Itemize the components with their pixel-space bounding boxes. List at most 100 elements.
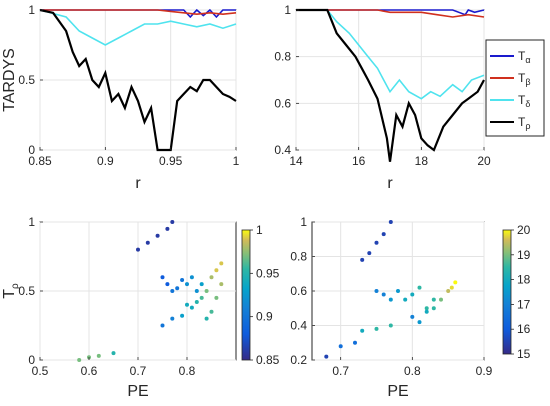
bottom-left-xlabel: PE [127, 383, 148, 400]
colorbar-tick-label: 0.9 [256, 310, 273, 324]
scatter-point [214, 268, 219, 273]
y-tick-label: 0.4 [290, 319, 307, 333]
x-tick-label: 14 [289, 154, 303, 168]
series-line-delta [39, 9, 237, 46]
scatter-point [338, 344, 343, 349]
scatter-point [353, 340, 357, 345]
colorbar-tick-label: 16 [517, 322, 531, 336]
scatter-point [214, 295, 219, 300]
scatter-point [374, 289, 379, 293]
scatter-point [204, 289, 209, 293]
x-tick-label: 0.9 [97, 154, 114, 168]
scatter-point [180, 278, 185, 282]
y-tick-label: 0.8 [290, 250, 307, 264]
bottom-left-ylabel: Tρ [1, 283, 21, 299]
legend-box [485, 39, 545, 137]
scatter-point [360, 328, 365, 333]
y-tick-label: 0.5 [18, 284, 35, 298]
scatter-point [396, 289, 400, 293]
scatter-point [145, 240, 150, 245]
scatter-point [170, 289, 175, 293]
scatter-point [374, 240, 379, 245]
top-right-xlabel: r [387, 175, 393, 192]
scatter-point [381, 232, 386, 237]
scatter-point [199, 295, 204, 300]
scatter-point [360, 257, 365, 262]
x-tick-label: 20 [477, 154, 491, 168]
x-tick-label: 0.7 [130, 364, 147, 378]
y-tick-label: 1 [28, 3, 35, 17]
scatter-point [160, 323, 165, 328]
y-tick-label: 1 [300, 215, 307, 229]
series-line-rho [39, 8, 237, 152]
scatter-point [446, 289, 451, 293]
colorbar-tick-label: 0.85 [256, 353, 280, 367]
scatter-point [194, 300, 199, 304]
y-tick-label: 0.4 [274, 143, 291, 157]
scatter-point [185, 302, 189, 307]
scatter-point [185, 282, 189, 287]
colorbar-tick-label: 18 [517, 273, 531, 287]
legend-label: Tρ [518, 115, 530, 131]
scatter-point [388, 297, 393, 302]
scatter-point [388, 323, 393, 328]
scatter-point [439, 297, 443, 302]
scatter-point [165, 226, 170, 231]
scatter-point [160, 275, 165, 280]
scatter-point [180, 313, 185, 318]
scatter-point [189, 275, 194, 280]
top-left-xlabel: r [135, 175, 141, 192]
legend: Tα Tβ Tδ Tρ [485, 39, 545, 137]
scatter-point [96, 353, 101, 358]
series-line-beta [296, 9, 485, 18]
scatter-point [175, 286, 180, 291]
top-left-ylabel: TARDYS [1, 48, 18, 112]
y-tick-label: 0.6 [274, 96, 291, 110]
colorbar-tick-label: 1 [256, 223, 263, 237]
x-tick-label: 0.85 [28, 154, 52, 168]
scatter-point [77, 358, 82, 362]
scatter-point [410, 314, 415, 319]
y-tick-label: 0 [28, 353, 35, 367]
y-tick-label: 0.6 [290, 284, 307, 298]
scatter-point [424, 309, 429, 314]
scatter-point [431, 306, 436, 311]
colorbar-tick-label: 17 [517, 297, 531, 311]
x-tick-label: 0.8 [179, 364, 196, 378]
y-tick-label: 0 [28, 143, 35, 157]
scatter-point [424, 306, 429, 311]
y-tick-label: 1 [284, 3, 291, 17]
scatter-point [417, 320, 422, 325]
colorbar-tick-label: 20 [517, 223, 531, 237]
colorbar-tick-label: 15 [517, 347, 531, 361]
scatter-point [136, 247, 140, 252]
panel-frame-top-right [295, 9, 485, 151]
legend-label: Tδ [518, 93, 530, 109]
x-tick-label: 0.6 [81, 364, 98, 378]
x-tick-label: 0.95 [159, 154, 183, 168]
scatter-point [219, 261, 224, 266]
x-tick-label: 16 [352, 154, 366, 168]
x-tick-label: 1 [233, 154, 240, 168]
x-tick-label: 0.8 [404, 364, 421, 378]
scatter-point [417, 285, 422, 290]
svg-text:Tρ: Tρ [1, 283, 21, 299]
x-tick-label: 0.7 [332, 364, 349, 378]
series-line-beta [40, 9, 237, 16]
bottom-right-xlabel: PE [387, 383, 408, 400]
legend-label: Tβ [518, 71, 531, 87]
y-tick-label: 0.8 [274, 50, 291, 64]
scatter-point [453, 280, 458, 285]
scatter-point [189, 305, 194, 310]
x-tick-label: 0.9 [476, 364, 493, 378]
scatter-point [209, 275, 214, 280]
series-line-rho [296, 8, 485, 162]
scatter-point [410, 292, 415, 297]
scatter-point [194, 289, 199, 293]
x-tick-label: 18 [415, 154, 429, 168]
scatter-point [381, 292, 386, 297]
scatter-point [209, 309, 214, 314]
scatter-point [388, 220, 393, 224]
scatter-point [431, 297, 436, 302]
